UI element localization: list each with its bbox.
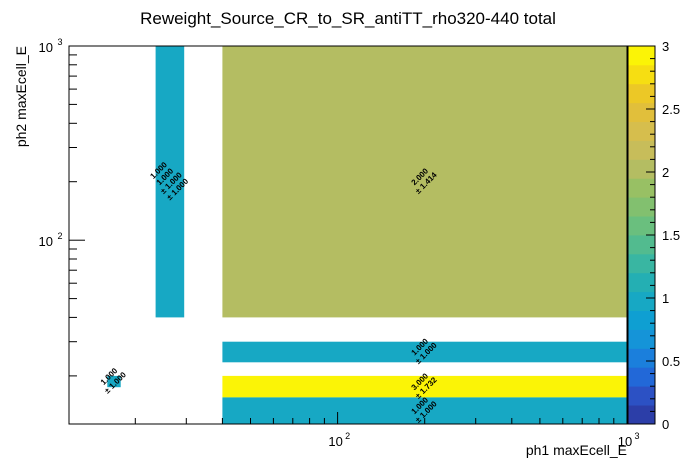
color-bar-swatch	[628, 348, 655, 368]
color-bar-swatch	[628, 367, 655, 387]
color-bar-swatch	[628, 272, 655, 293]
plot-frame	[68, 45, 628, 425]
color-bar-swatch	[628, 197, 655, 217]
color-bar-swatch	[628, 235, 655, 255]
heatmap-cell	[222, 375, 627, 398]
color-bar-swatch	[628, 216, 655, 236]
y-tick-exponent: 3	[57, 37, 62, 47]
heatmap-cell	[222, 46, 627, 318]
color-bar-swatch	[628, 405, 655, 425]
y-tick-label: 10	[39, 234, 53, 249]
color-bar-tick-label: 1.5	[662, 228, 680, 243]
color-bar-swatch	[628, 102, 655, 122]
color-bar-swatch	[628, 253, 655, 274]
y-axis-label: ph2 maxEcell_E	[13, 46, 29, 147]
color-bar-swatch	[628, 291, 655, 311]
y-axis: 10 2 10 3	[39, 37, 85, 377]
color-bar-tick-label: 3	[662, 39, 669, 54]
color-bar-tick-label: 0.5	[662, 354, 680, 369]
color-bar: 0 0.5 1 1.5 2 2.5 3	[627, 39, 680, 432]
heatmap-cell	[155, 46, 185, 318]
color-bar-swatch	[628, 386, 655, 406]
chart-title: Reweight_Source_CR_to_SR_antiTT_rho320-4…	[140, 9, 556, 28]
color-bar-tick-label: 1	[662, 291, 669, 306]
x-tick-label: 10	[328, 434, 342, 449]
color-bar-swatch	[628, 140, 655, 160]
x-tick-label: 10	[618, 434, 632, 449]
color-bar-swatch	[628, 178, 655, 198]
x-axis-label: ph1 maxEcell_E	[526, 442, 627, 458]
heatmap-cell	[222, 341, 627, 363]
color-bar-tick-label: 2	[662, 165, 669, 180]
color-bar-swatch	[628, 46, 655, 66]
x-tick-exponent: 2	[345, 431, 350, 441]
x-tick-exponent: 3	[634, 431, 639, 441]
y-tick-label: 10	[39, 40, 53, 55]
x-axis: 10 2 10 3	[134, 412, 640, 449]
y-tick-exponent: 2	[57, 231, 62, 241]
color-bar-tick-label: 0	[662, 417, 669, 432]
color-bar-tick-label: 2.5	[662, 102, 680, 117]
color-bar-swatch	[628, 83, 655, 104]
color-bar-swatch	[628, 329, 655, 349]
color-bar-swatch	[628, 121, 655, 141]
heatmap-cell	[107, 375, 121, 388]
color-bar-swatch	[628, 310, 655, 330]
color-bar-swatch	[628, 64, 655, 85]
cells-layer	[107, 46, 627, 424]
color-bar-swatch	[628, 159, 655, 179]
